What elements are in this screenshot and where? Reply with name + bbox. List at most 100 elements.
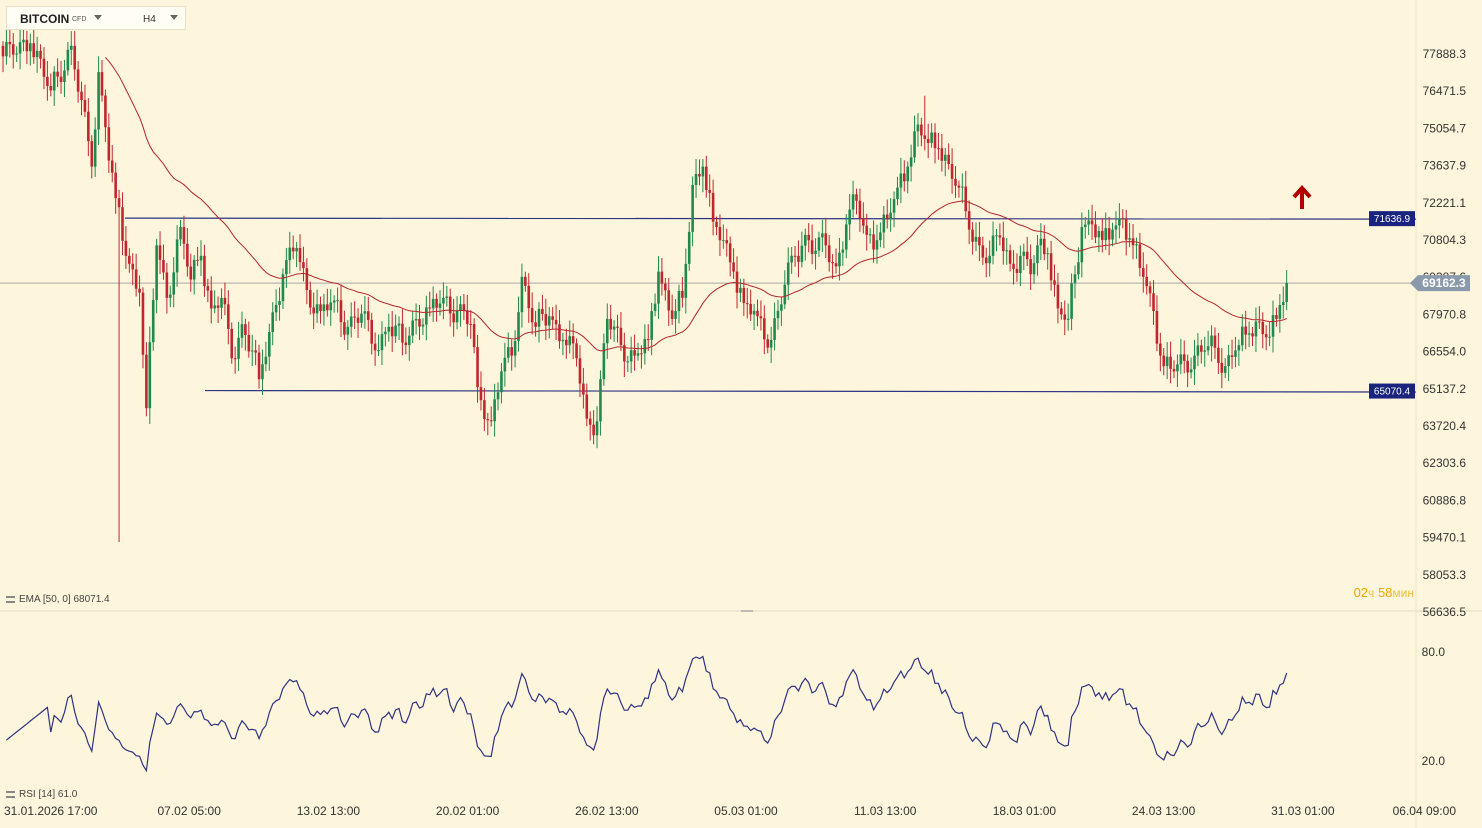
candle-body (1217, 347, 1220, 363)
candle-body (745, 303, 749, 305)
candle-body (431, 298, 435, 309)
candle-body (1046, 253, 1049, 255)
candle-body (472, 324, 476, 348)
candle-body (240, 324, 244, 338)
time-tick-label: 07.02 05:00 (157, 804, 221, 818)
candle-body (517, 312, 520, 342)
candle-body (363, 311, 367, 314)
candle-body (984, 257, 988, 264)
current-price-tag (1410, 275, 1470, 292)
candle-body (425, 307, 428, 325)
candle-body (1165, 356, 1169, 367)
candle-body (1254, 321, 1258, 337)
candle-body (896, 187, 899, 200)
candle-body (244, 324, 247, 335)
candle-body (5, 41, 8, 57)
price-tick-label: 56636.5 (1423, 605, 1467, 619)
candle-body (664, 283, 667, 291)
candle-body (643, 339, 647, 354)
candle-body (769, 339, 773, 348)
candle-body (267, 332, 271, 357)
candle-body (25, 39, 29, 52)
candle-body (749, 303, 752, 315)
candle-body (906, 166, 910, 182)
price-tick-label: 63720.4 (1423, 419, 1467, 433)
candle-body (964, 186, 968, 212)
candle-body (913, 131, 916, 158)
timeframe-label[interactable]: H4 (143, 14, 156, 25)
candle-body (554, 319, 558, 325)
candle-body (1118, 218, 1121, 226)
candle-body (868, 234, 872, 236)
candle-body (954, 178, 957, 186)
candle-body (974, 236, 978, 242)
candle-body (595, 421, 599, 436)
candle-body (1124, 219, 1128, 240)
candle-body (1251, 333, 1254, 337)
price-axis-ticks[interactable]: 77888.3 76471.5 75054.7 73637.9 72221.1 70804… (1423, 47, 1467, 619)
candle-body (623, 345, 626, 362)
candle-body (63, 70, 66, 83)
time-axis-ticks[interactable]: 31.01.2026 17:00 07.02 05:00 13.02 13:00 20… (4, 804, 1456, 818)
candle-body (588, 418, 592, 425)
price-tick-label: 75054.7 (1423, 121, 1467, 135)
candle-body (158, 245, 162, 260)
candle-body (339, 300, 343, 323)
candle-body (1097, 230, 1101, 238)
candle-body (1271, 315, 1275, 337)
candle-body (114, 172, 117, 199)
candle-body (281, 274, 285, 302)
candle-body (1, 45, 5, 57)
candle-body (172, 272, 175, 295)
candle-body (476, 347, 479, 388)
menu-icon[interactable] (6, 596, 15, 603)
candle-body (356, 317, 360, 323)
candle-body (397, 323, 401, 326)
candle-body (660, 271, 664, 284)
candle-body (1227, 355, 1230, 367)
candle-body (776, 310, 780, 319)
candle-body (605, 318, 609, 344)
candle-body (524, 276, 527, 286)
candle-body (565, 339, 568, 346)
candle-body (52, 71, 56, 91)
symbol-selector[interactable]: BITCOIN CFD H4 (6, 6, 186, 30)
candle-body (134, 269, 138, 289)
candle-body (496, 392, 500, 400)
candle-body (1138, 244, 1142, 269)
candle-body (46, 76, 49, 86)
candle-body (162, 259, 165, 273)
candle-body (885, 214, 889, 220)
ema-indicator-label[interactable]: EMA [50, 0] 68071.4 (6, 594, 110, 605)
candle-body (933, 132, 937, 149)
level-tag-label: 65070.4 (1374, 387, 1411, 398)
candle-body (257, 352, 261, 380)
candle-body (104, 95, 107, 128)
candle-body (715, 221, 718, 228)
candle-body (442, 297, 445, 304)
candle-body (107, 127, 111, 161)
candle-body (148, 342, 152, 409)
candle-body (991, 235, 995, 256)
candle-body (961, 186, 964, 188)
horizontal-levels[interactable] (0, 217, 1417, 393)
candle-body (807, 234, 811, 241)
candle-body (42, 58, 46, 77)
candle-body (278, 301, 281, 305)
candle-body (916, 124, 920, 132)
candle-body (534, 322, 537, 327)
timeframe-dropdown-icon[interactable] (170, 15, 178, 20)
menu-icon[interactable] (6, 791, 15, 798)
candle-body (923, 135, 927, 139)
price-tick-label: 70804.3 (1423, 233, 1467, 247)
time-tick-label: 18.03 01:00 (993, 804, 1057, 818)
candle-body (1019, 255, 1022, 273)
candle-body (489, 420, 493, 422)
candle-body (216, 305, 220, 308)
candle-body (1104, 228, 1108, 241)
candle-body (855, 194, 858, 201)
symbol-dropdown-icon[interactable] (94, 15, 102, 20)
candle-body (349, 316, 353, 327)
rsi-indicator-label[interactable]: RSI [14] 61.0 (6, 789, 77, 800)
